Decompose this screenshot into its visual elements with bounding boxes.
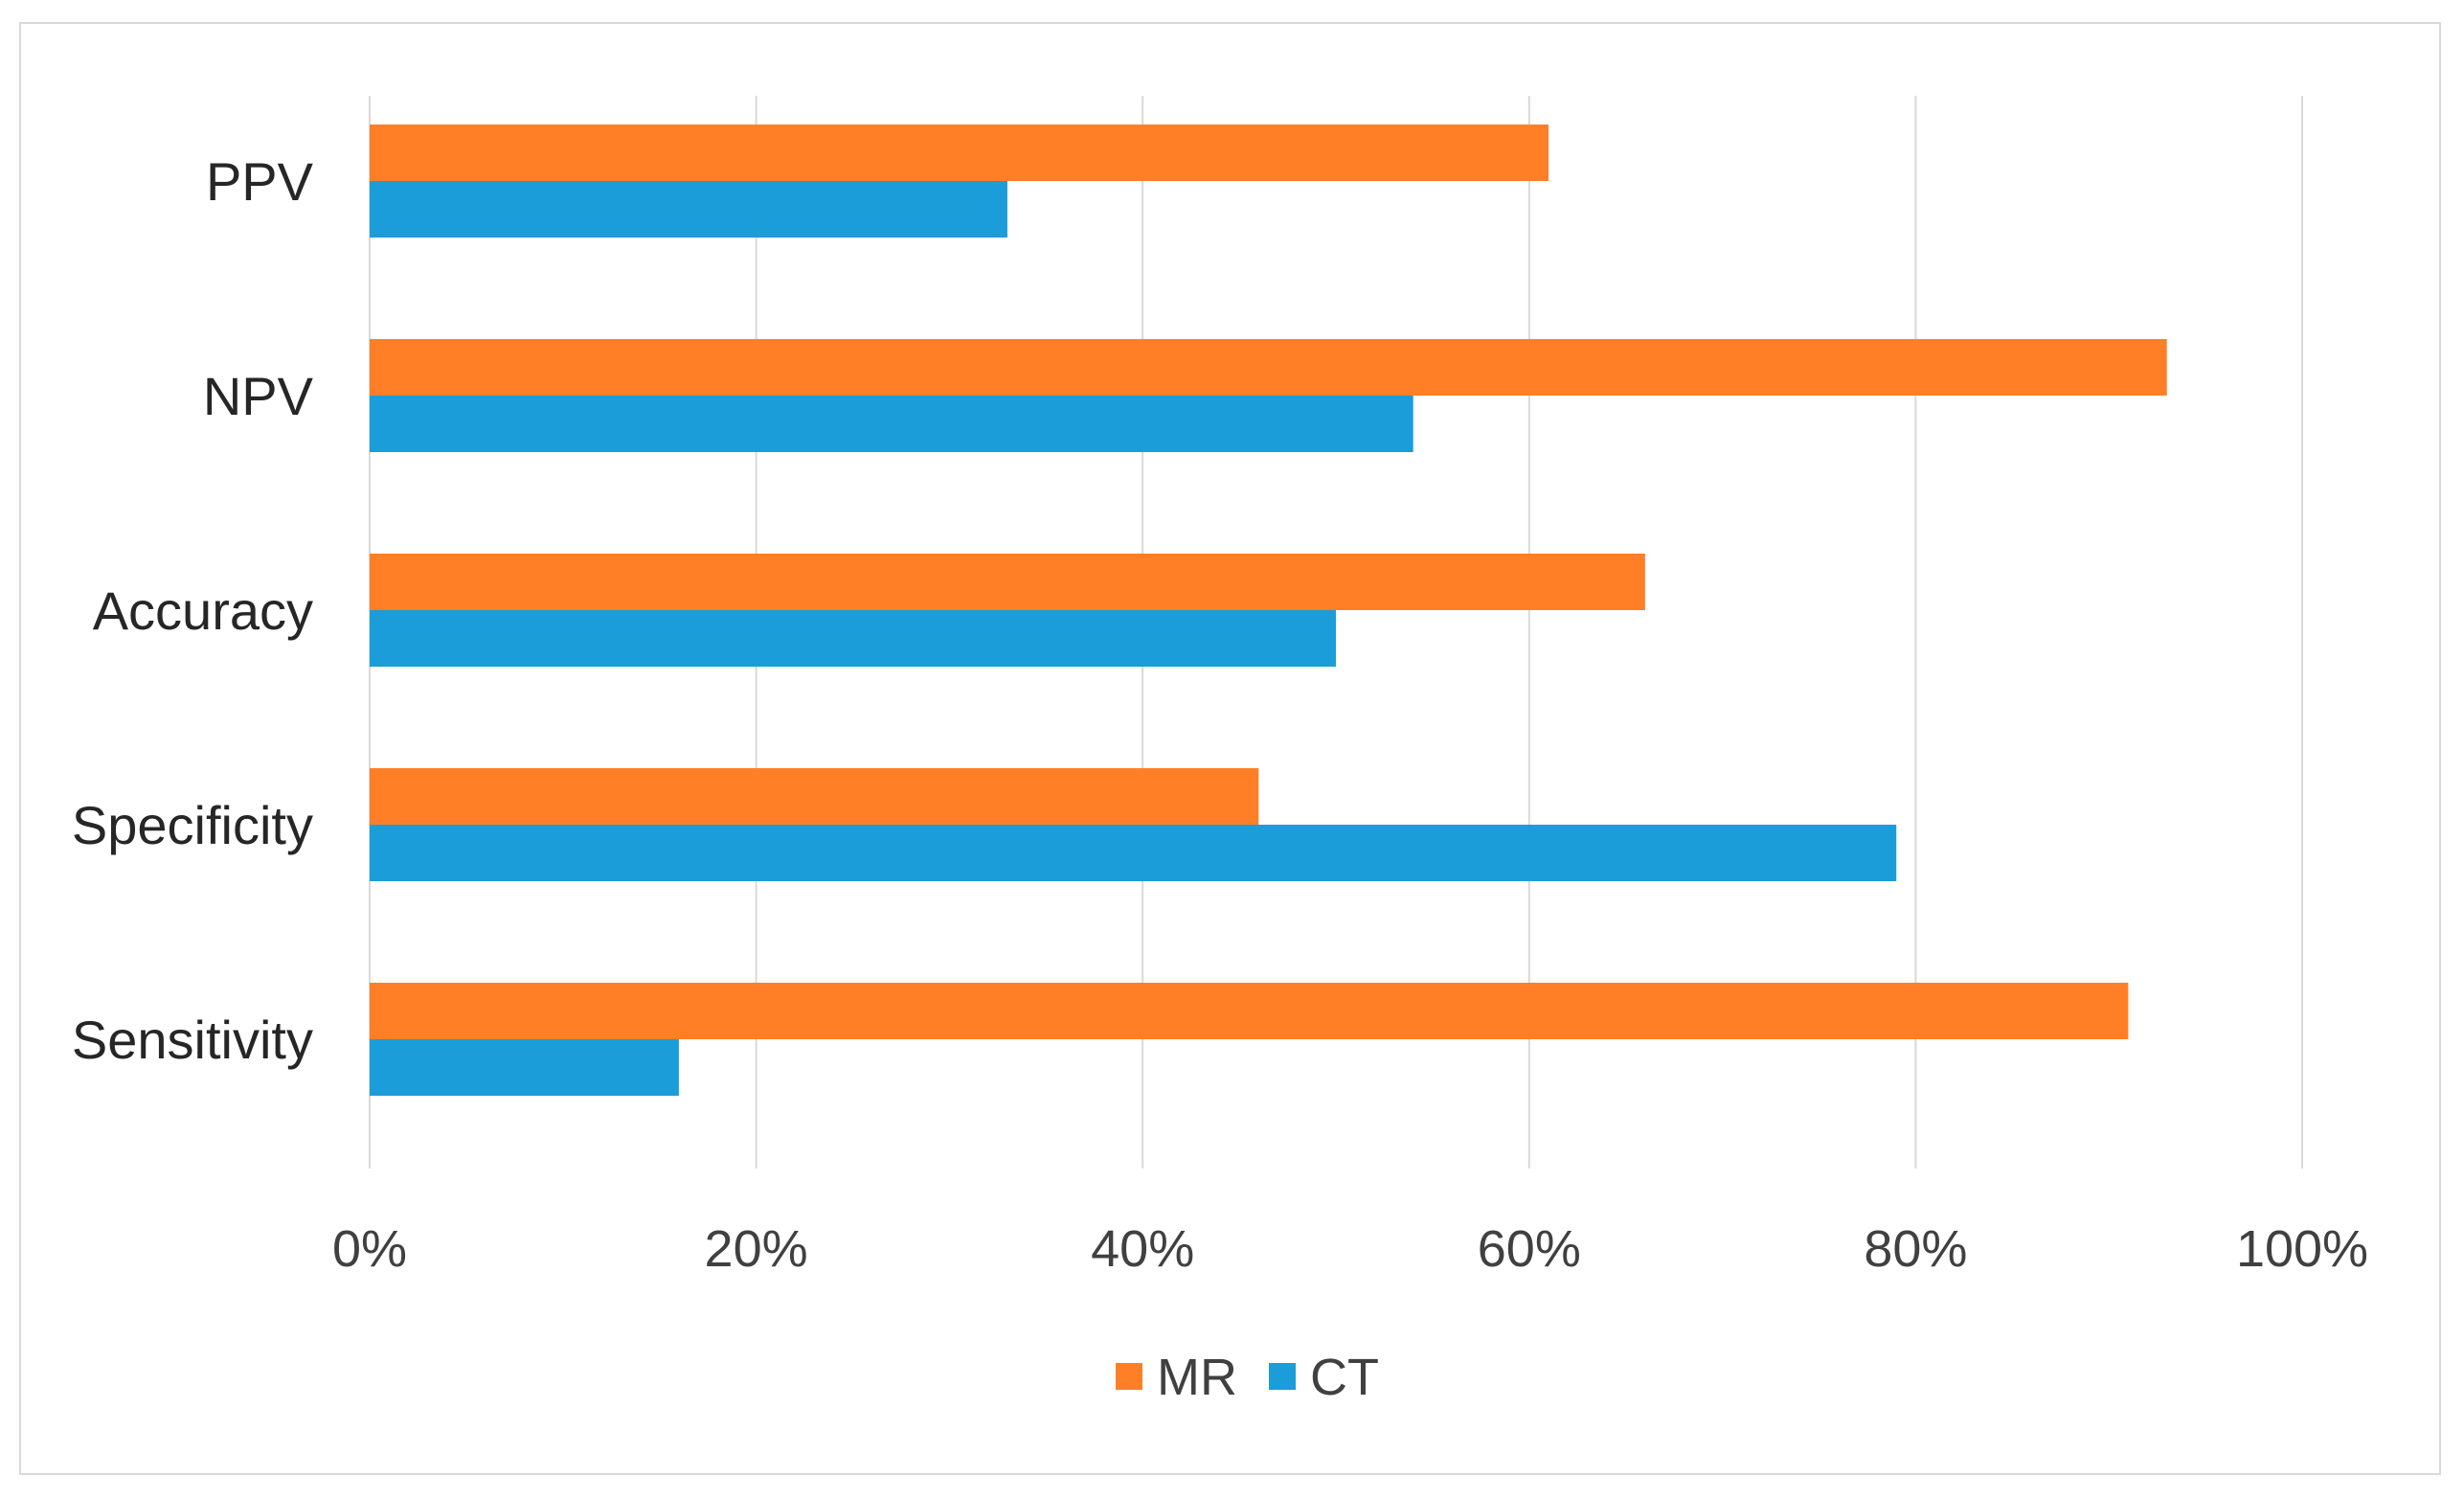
bar-ct-accuracy xyxy=(370,610,1336,667)
bar-ct-sensitivity xyxy=(370,1039,679,1096)
x-tick-label: 20% xyxy=(705,1220,808,1278)
bars xyxy=(370,125,2167,1096)
bar-mr-accuracy xyxy=(370,554,1645,610)
chart-frame xyxy=(19,22,2441,1475)
bar-mr-ppv xyxy=(370,125,1548,181)
x-tick-label: 40% xyxy=(1091,1220,1194,1278)
axes: 0% 20% 40% 60% 80% 100% PPV NPV Accuracy Specific… xyxy=(72,151,2368,1278)
category-label: NPV xyxy=(203,366,314,426)
bar-mr-specificity xyxy=(370,768,1259,825)
bar-ct-specificity xyxy=(370,825,1897,881)
category-label: Specificity xyxy=(72,795,313,855)
legend-label-mr: MR xyxy=(1157,1349,1237,1406)
bar-ct-ppv xyxy=(370,181,1007,238)
legend-swatch-mr xyxy=(1116,1363,1142,1390)
legend-label-ct: CT xyxy=(1310,1349,1379,1406)
legend-swatch-ct xyxy=(1269,1363,1296,1390)
bar-mr-npv xyxy=(370,339,2167,396)
category-label: Sensitivity xyxy=(72,1010,313,1070)
legend: MR CT xyxy=(1116,1349,1379,1406)
category-label: PPV xyxy=(206,151,314,212)
x-tick-label: 100% xyxy=(2236,1220,2368,1278)
x-tick-label: 80% xyxy=(1864,1220,1967,1278)
x-tick-label: 60% xyxy=(1478,1220,1581,1278)
x-tick-label: 0% xyxy=(332,1220,407,1278)
category-label: Accuracy xyxy=(93,580,313,641)
bar-mr-sensitivity xyxy=(370,983,2129,1039)
bar-ct-npv xyxy=(370,396,1413,452)
